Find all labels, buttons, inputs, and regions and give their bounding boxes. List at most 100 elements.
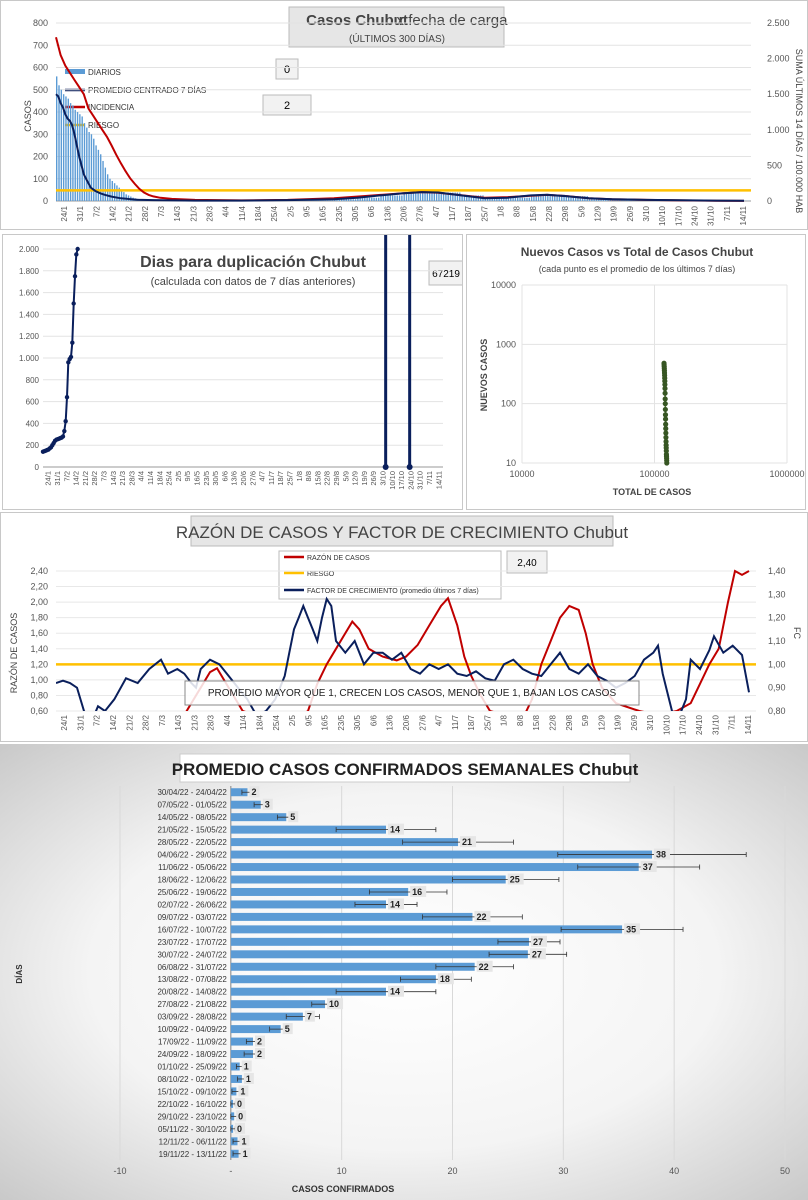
diarios-bar — [540, 195, 542, 201]
data-label: 1 — [243, 1149, 248, 1159]
y-tick-label: 1,40 — [30, 644, 48, 654]
diarios-bar — [315, 200, 317, 201]
x-tick-label: 5/9 — [581, 714, 590, 726]
duplicacion-point — [64, 395, 70, 400]
data-label: 1 — [244, 1062, 249, 1072]
x-tick-label: 25/4 — [165, 471, 174, 486]
x-tick-label: 14/2 — [109, 714, 118, 730]
x-tick-label: 8/8 — [516, 714, 525, 726]
data-label: 18 — [440, 974, 450, 984]
diarios-bar — [69, 103, 72, 201]
x-tick-label: 18/7 — [467, 714, 476, 730]
bar — [230, 800, 261, 809]
x-tick-label: 22/8 — [323, 471, 332, 486]
category-label: 24/09/22 - 18/09/22 — [157, 1050, 227, 1059]
diarios-bar — [76, 112, 79, 201]
y2-tick-label: 500 — [767, 160, 782, 170]
diarios-bar — [118, 187, 120, 201]
diarios-bar — [547, 194, 549, 201]
y2-tick-label: 1,30 — [768, 589, 786, 599]
data-label-bg — [236, 1110, 247, 1122]
y-tick-label: 2.000 — [19, 245, 40, 254]
chart-casos-chubut: Casos Chubut x fecha de carga (ÚLTIMOS 3… — [0, 0, 808, 230]
x-tick-label: 28/3 — [206, 205, 215, 221]
x-tick-label: 30/5 — [351, 205, 360, 221]
diarios-bar — [519, 197, 521, 201]
data-label-bg — [388, 985, 404, 997]
diarios-bar — [456, 192, 459, 201]
diarios-bar — [567, 196, 570, 201]
x-tick-label: 30 — [558, 1166, 568, 1176]
scatter-point — [662, 381, 668, 388]
x-tick-label: 7/2 — [93, 714, 102, 726]
diarios-bar — [461, 195, 463, 201]
x-tick-label: -10 — [113, 1166, 126, 1176]
razon-fc-svg: RAZÓN DE CASOS Y FACTOR DE CRECIMIENTO C… — [9, 515, 802, 735]
diarios-bar — [438, 192, 440, 201]
x-tick-label: 31/10 — [416, 471, 425, 490]
diarios-bar — [345, 199, 347, 201]
x-tick-label: 22/8 — [549, 714, 558, 730]
data-label: 22 — [479, 962, 489, 972]
y-tick-label: 600 — [26, 398, 40, 407]
x-tick-label: 14/2 — [109, 205, 118, 221]
x-tick-label: 29/8 — [565, 714, 574, 730]
diarios-bar — [454, 192, 456, 201]
diarios-bar — [116, 185, 118, 201]
diarios-bar — [510, 197, 512, 201]
data-label: 16 — [412, 887, 422, 897]
duplicacion-point — [70, 340, 75, 345]
y-axis-label: CASOS — [23, 100, 33, 132]
category-label: 09/07/22 - 03/07/22 — [157, 913, 227, 922]
data-label: 5 — [285, 1024, 290, 1034]
x-tick-label: 30/5 — [211, 471, 220, 486]
title-box — [288, 6, 505, 48]
x-tick-label: 20/6 — [400, 205, 409, 221]
duplicacion-point — [75, 246, 80, 252]
diarios-bar — [357, 197, 359, 201]
badge-incidencia — [262, 94, 312, 116]
data-label-bg — [460, 836, 477, 848]
bar — [230, 850, 653, 859]
diarios-bar — [500, 198, 503, 201]
diarios-bar — [359, 197, 361, 201]
diarios-bar — [320, 200, 322, 201]
x-tick-label: 6/6 — [369, 714, 378, 726]
x-tick-label: 25/7 — [286, 471, 295, 486]
diarios-bar — [535, 195, 537, 201]
diarios-bar — [551, 194, 554, 201]
x-tick-label: 18/4 — [254, 205, 263, 221]
data-label: 14 — [390, 825, 400, 835]
x-tick-label: 21/2 — [125, 205, 134, 221]
x-tick-label: 1000000 — [769, 469, 804, 479]
bar — [230, 788, 248, 797]
x-tick-label: 12/9 — [597, 714, 606, 730]
scatter-point — [664, 460, 670, 466]
category-label: 10/09/22 - 04/09/22 — [157, 1025, 227, 1034]
bar — [230, 912, 473, 921]
category-label: 19/11/22 - 13/11/22 — [159, 1150, 228, 1159]
x-tick-label: 24/10 — [406, 471, 415, 490]
x-tick-label: 23/5 — [337, 714, 346, 730]
x-tick-label: 17/10 — [674, 205, 683, 226]
x-tick-label: 23/5 — [335, 205, 344, 221]
x-tick-label: 12/9 — [351, 471, 360, 486]
bar — [230, 900, 386, 909]
diarios-bar — [391, 195, 394, 201]
x-tick-label: 11/7 — [267, 471, 276, 485]
diarios-bar — [389, 195, 391, 201]
casos-chart-svg: Casos Chubut x fecha de carga (ÚLTIMOS 3… — [23, 6, 804, 226]
x-tick-label: 17/10 — [397, 471, 406, 490]
category-label: 20/08/22 - 14/08/22 — [157, 988, 227, 997]
data-label-bg — [288, 811, 299, 823]
legend-promedio: PROMEDIO CENTRADO 7 DÍAS — [88, 86, 206, 95]
data-label: 14 — [390, 987, 400, 997]
diarios-bar — [106, 174, 109, 201]
bar — [230, 1012, 303, 1021]
data-label-bg — [262, 798, 273, 810]
x-axis-label: TOTAL DE CASOS — [613, 487, 692, 497]
nuevos-vs-total-svg: Nuevos Casos vs Total de Casos Chubut (c… — [479, 245, 805, 497]
data-label: 3 — [265, 800, 270, 810]
title-box — [179, 753, 631, 783]
diarios-bar — [347, 199, 350, 201]
